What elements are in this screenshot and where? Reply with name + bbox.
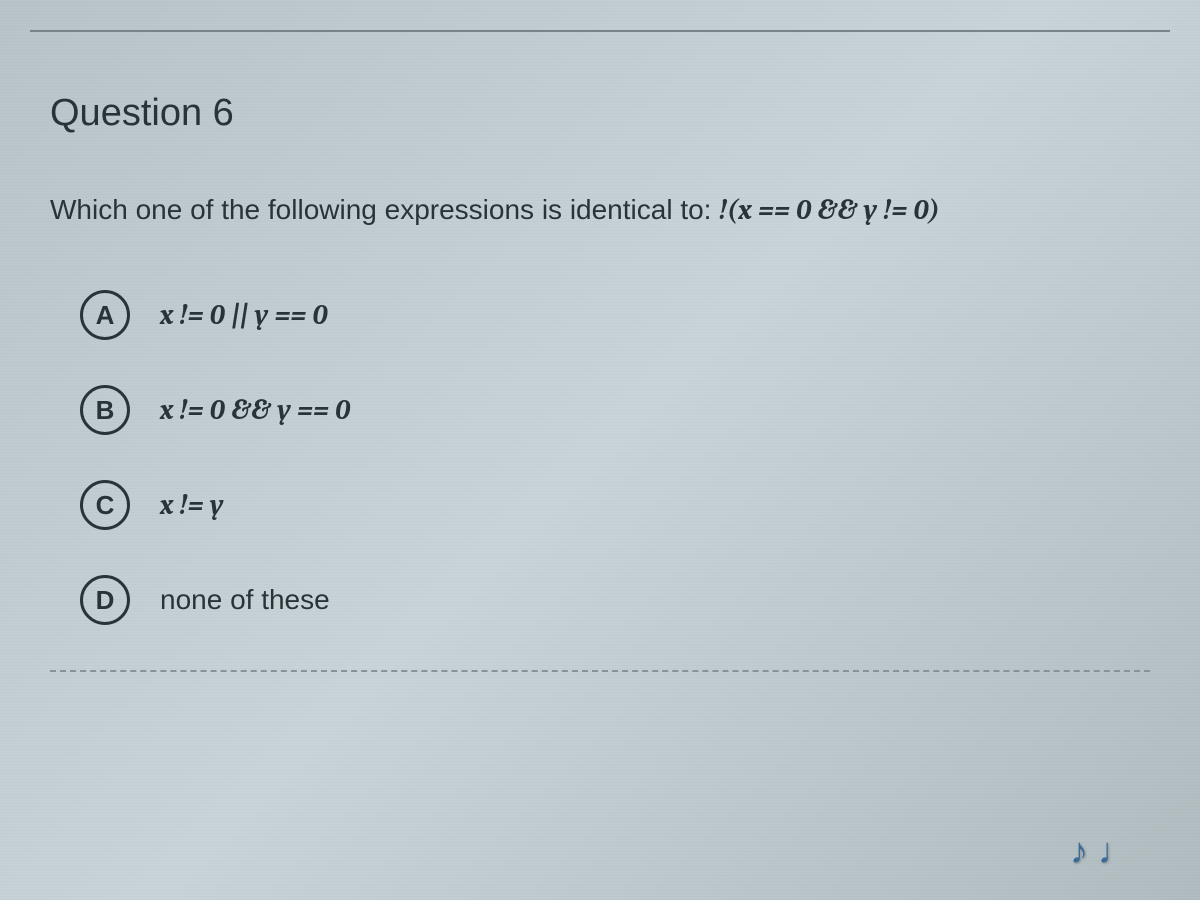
top-divider	[30, 30, 1170, 32]
option-text-b: x != 0 && y == 0	[160, 394, 350, 426]
option-letter-b: B	[80, 385, 130, 435]
question-container: Question 6 Which one of the following ex…	[30, 92, 1170, 672]
option-letter-a: A	[80, 290, 130, 340]
option-text-c: x != y	[160, 489, 224, 521]
corner-decoration: ♪ ♩	[1070, 830, 1150, 890]
option-text-d: none of these	[160, 584, 330, 616]
option-letter-d: D	[80, 575, 130, 625]
options-container: A x != 0 || y == 0 B x != 0 && y == 0 C …	[50, 290, 1150, 625]
option-a[interactable]: A x != 0 || y == 0	[80, 290, 1150, 340]
option-c[interactable]: C x != y	[80, 480, 1150, 530]
option-b[interactable]: B x != 0 && y == 0	[80, 385, 1150, 435]
prompt-expression: !(x == 0 && y != 0)	[719, 194, 939, 226]
music-note-icon: ♪ ♩	[1070, 830, 1134, 871]
prompt-prefix: Which one of the following expressions i…	[50, 194, 719, 225]
option-d[interactable]: D none of these	[80, 575, 1150, 625]
bottom-divider	[50, 670, 1150, 672]
question-title: Question 6	[50, 92, 1150, 135]
option-letter-c: C	[80, 480, 130, 530]
question-prompt: Which one of the following expressions i…	[50, 190, 1150, 230]
option-text-a: x != 0 || y == 0	[160, 299, 328, 331]
